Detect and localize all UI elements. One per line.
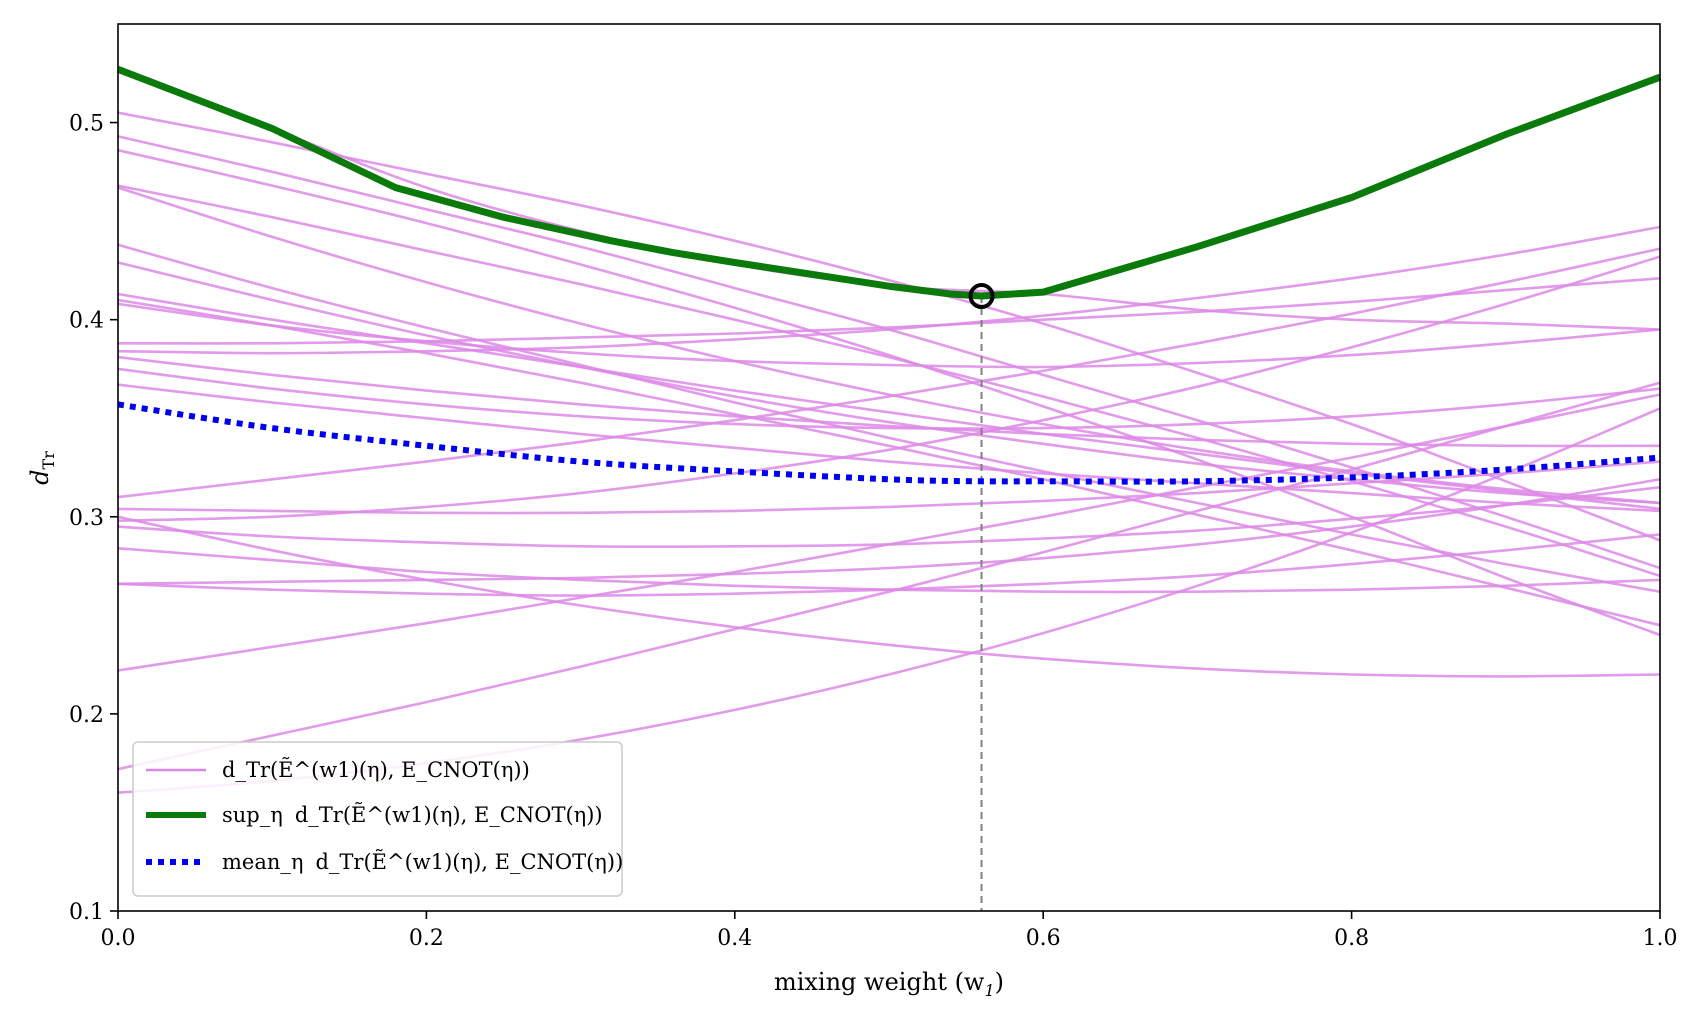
individual-series-line <box>117 261 1661 505</box>
individual-lines <box>117 66 1661 794</box>
plot-frame <box>117 23 1661 912</box>
individual-series-line <box>117 255 1661 522</box>
individual-series-line <box>117 298 1661 627</box>
y-tick-label: 0.4 <box>69 309 104 334</box>
legend-label-sup: sup_η d_Tr(Ẽ^(w1)(η), E_CNOT(η)) <box>222 803 603 827</box>
x-tick-label: 0.2 <box>409 926 444 951</box>
mean-series-line <box>117 401 1661 485</box>
summary-lines <box>116 66 1662 485</box>
individual-series-line <box>117 355 1661 448</box>
x-tick-label: 0.6 <box>1026 926 1061 951</box>
legend-label-mean: mean_η d_Tr(Ẽ^(w1)(η), E_CNOT(η)) <box>222 850 623 874</box>
individual-series-line <box>117 515 1661 678</box>
y-tick-label: 0.2 <box>69 703 104 728</box>
y-axis: 0.1 0.2 0.3 0.4 0.5 <box>69 112 118 925</box>
individual-series-line <box>117 247 1661 499</box>
individual-series-line <box>117 225 1661 355</box>
individual-series-line <box>117 393 1661 672</box>
y-tick-label: 0.1 <box>69 900 104 925</box>
y-tick-label: 0.3 <box>69 506 104 531</box>
optimum-marker <box>968 283 995 310</box>
x-axis: 0.0 0.2 0.4 0.6 0.8 1.0 <box>101 911 1678 951</box>
y-axis-label: dTr <box>26 451 58 485</box>
individual-series-line <box>117 533 1661 597</box>
individual-series-line <box>117 460 1661 515</box>
individual-series-line <box>117 111 1661 542</box>
x-tick-label: 0.8 <box>1334 926 1369 951</box>
individual-series-line <box>117 383 1661 513</box>
legend: d_Tr(Ẽ^(w1)(η), E_CNOT(η)) sup_η d_Tr(Ẽ^(… <box>132 741 623 897</box>
legend-box <box>132 741 623 897</box>
sup-series-line <box>116 66 1662 300</box>
x-axis-label: mixing weight (w1) <box>774 968 1004 1000</box>
individual-series-line <box>117 367 1661 430</box>
x-tick-label: 0.4 <box>717 926 752 951</box>
individual-series-line <box>117 302 1661 369</box>
individual-series-line <box>117 277 1661 345</box>
x-tick-label: 1.0 <box>1643 926 1678 951</box>
individual-series-line <box>117 381 1661 771</box>
individual-series-line <box>117 148 1661 637</box>
marker-layer <box>968 283 995 310</box>
individual-series-line <box>117 478 1661 586</box>
legend-label-individual: d_Tr(Ẽ^(w1)(η), E_CNOT(η)) <box>222 758 530 782</box>
y-tick-label: 0.5 <box>69 112 104 137</box>
individual-series-line <box>117 243 1661 593</box>
x-tick-label: 0.0 <box>101 926 136 951</box>
